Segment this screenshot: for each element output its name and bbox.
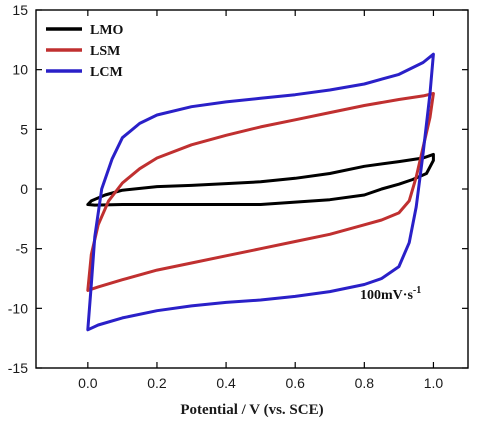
y-tick-label: 10 xyxy=(12,62,28,78)
x-tick-label: 0.8 xyxy=(355,375,375,391)
series-group xyxy=(86,52,435,332)
legend-label-lcm: LCM xyxy=(90,65,123,80)
scan-rate-exponent: -1 xyxy=(413,285,421,296)
y-axis: 15 10 5 0 -5 -10 -15 xyxy=(8,2,468,376)
legend-label-lmo: LMO xyxy=(90,23,124,38)
series-lmo-curve xyxy=(86,152,435,207)
x-tick-label: 0.2 xyxy=(147,375,167,391)
x-axis-title: Potential / V (vs. SCE) xyxy=(180,402,323,418)
y-tick-label: 5 xyxy=(20,121,28,137)
legend: LMO LSM LCM xyxy=(46,23,124,80)
scan-rate-annotation: 100mV·s-1 xyxy=(360,285,421,303)
x-tick-label: 1.0 xyxy=(424,375,444,391)
y-tick-label: -10 xyxy=(8,300,28,316)
x-tick-label: 0.0 xyxy=(78,375,98,391)
y-tick-label: -15 xyxy=(8,360,28,376)
y-tick-label: 15 xyxy=(12,2,28,18)
series-lcm-curve xyxy=(86,52,435,332)
y-tick-label: 0 xyxy=(20,181,28,197)
y-tick-label: -5 xyxy=(16,241,29,257)
x-tick-label: 0.6 xyxy=(285,375,305,391)
scan-rate-value: 100mV·s xyxy=(360,288,413,303)
legend-label-lsm: LSM xyxy=(90,44,120,59)
series-lsm-curve xyxy=(86,92,435,292)
x-tick-label: 0.4 xyxy=(216,375,236,391)
x-axis: 0.0 0.2 0.4 0.6 0.8 1.0 xyxy=(78,10,443,391)
